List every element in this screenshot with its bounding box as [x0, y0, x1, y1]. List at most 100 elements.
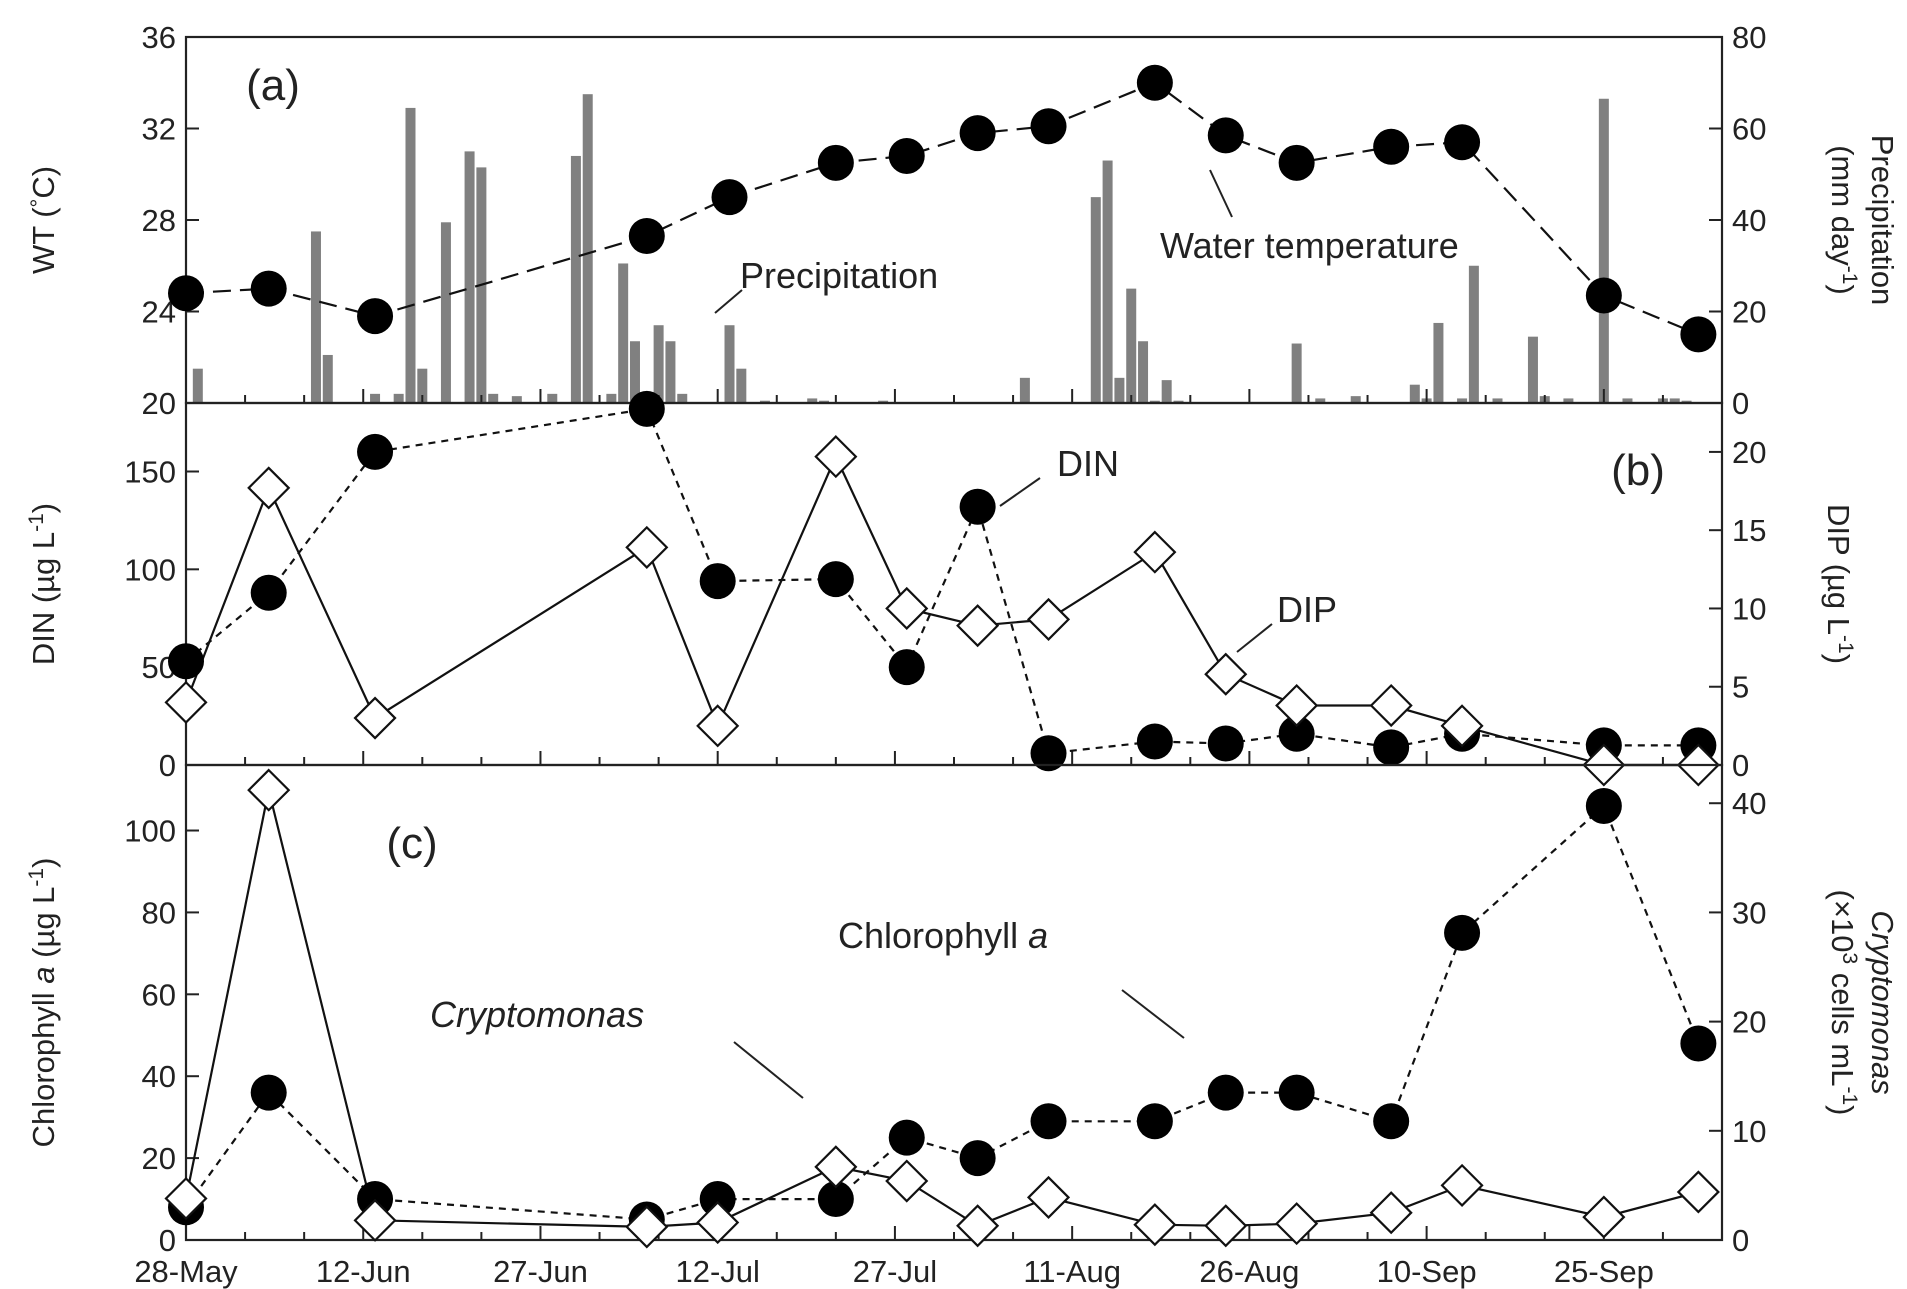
data-point	[353, 696, 397, 740]
annotation-label: DIP	[1277, 589, 1337, 630]
right-axis-label-unit-part: )	[1825, 1105, 1860, 1115]
precipitation-bar	[1350, 396, 1361, 403]
left-tick-label: 100	[124, 552, 176, 587]
right-axis-label-unit-part: (mm day	[1825, 145, 1860, 266]
x-tick-label: 10-Sep	[1377, 1254, 1477, 1289]
data-point	[956, 1204, 1000, 1248]
data-point	[1136, 1103, 1173, 1140]
precipitation-bar	[1161, 380, 1172, 403]
left-tick-label: 28	[142, 203, 176, 238]
data-point	[814, 1145, 858, 1189]
precipitation-bar	[1315, 398, 1326, 403]
data-point	[817, 144, 854, 181]
precipitation-bar	[1173, 400, 1184, 403]
left-axis-label-part: a	[26, 966, 61, 983]
data-point	[888, 137, 925, 174]
data-point	[357, 433, 394, 470]
precipitation-bar	[1138, 341, 1149, 403]
annotation-leader	[1209, 169, 1233, 218]
right-axis-label-unit: (×103 cells mL-1)	[1825, 890, 1862, 1116]
right-axis-label-part: Cryptomonas	[1865, 910, 1900, 1094]
x-tick-label: 12-Jul	[675, 1254, 759, 1289]
annotation-leader	[1236, 623, 1273, 653]
precipitation-bar	[1457, 398, 1468, 403]
data-point	[1136, 723, 1173, 760]
precipitation-bar	[1149, 400, 1160, 403]
data-point	[1369, 1191, 1413, 1235]
precipitation-bar	[1114, 377, 1125, 403]
right-tick-label: 10	[1732, 1114, 1766, 1149]
annotation-label: Chlorophyll a	[838, 915, 1048, 956]
left-tick-label: 80	[142, 895, 176, 930]
left-axis-label-part: °	[26, 199, 51, 208]
data-point	[625, 1205, 669, 1249]
precipitation-bar	[417, 368, 428, 403]
right-tick-label: 0	[1732, 1223, 1749, 1258]
precipitation-bar	[1433, 322, 1444, 403]
data-point	[1133, 1203, 1177, 1247]
data-point	[1278, 144, 1315, 181]
x-tick-label: 28-May	[134, 1254, 238, 1289]
annotation-label: Water temperature	[1160, 225, 1459, 266]
right-tick-label: 20	[1732, 1005, 1766, 1040]
precipitation-bar	[405, 107, 416, 403]
right-axis-label: DIP (µg L-1)	[1821, 504, 1858, 664]
right-tick-label: 0	[1732, 748, 1749, 783]
precipitation-bar	[547, 393, 558, 403]
data-point	[1030, 1103, 1067, 1140]
x-tick-label: 27-Jun	[493, 1254, 588, 1289]
precipitation-bar	[819, 400, 830, 403]
precipitation-bar	[618, 263, 629, 403]
precipitation-bar	[1409, 384, 1420, 403]
precipitation-bar	[582, 94, 593, 403]
panel-label: (c)	[386, 819, 437, 868]
left-tick-label: 36	[142, 20, 176, 55]
left-axis-label-part: WT (	[26, 207, 61, 274]
series-line	[185, 407, 1699, 755]
precipitation-bar	[310, 231, 321, 403]
right-tick-label: 5	[1732, 670, 1749, 705]
precipitation-bar	[488, 393, 499, 403]
right-axis-label: Precipitation	[1865, 135, 1900, 306]
data-point	[1278, 715, 1315, 752]
x-axis-labels: 28-May 12-Jun 27-Jun 12-Jul 27-Jul 11-Aug 26-A…	[134, 1254, 1654, 1289]
data-point	[1030, 108, 1067, 145]
data-point	[250, 270, 287, 307]
data-point	[699, 563, 736, 600]
left-tick-label: 0	[159, 1223, 176, 1258]
data-point	[696, 704, 740, 748]
left-axis-label: DIN (µg L-1)	[25, 503, 62, 665]
right-tick-label: 40	[1732, 203, 1766, 238]
data-point	[959, 488, 996, 525]
data-point	[1582, 1195, 1626, 1239]
right-tick-label: 80	[1732, 20, 1766, 55]
annotation-label-part: a	[1028, 915, 1048, 956]
left-axis-label-part: )	[26, 858, 61, 868]
precipitation-bar	[759, 400, 770, 403]
panel-label: (a)	[246, 61, 300, 110]
precipitation-bar	[1102, 160, 1113, 403]
data-point	[1585, 277, 1622, 314]
precipitation-bar	[1681, 400, 1692, 403]
data-point	[1278, 1074, 1315, 1111]
panel-c: 0 20 40 60 80 100 0 10 20 30 40 Chlorophyll a (µg L…	[25, 763, 1900, 1258]
precipitation-bar	[322, 354, 333, 403]
data-point	[1207, 725, 1244, 762]
annotation-leader	[999, 477, 1041, 507]
data-point	[1444, 914, 1481, 951]
data-point	[247, 466, 291, 510]
right-axis-label-unit-part: 3	[1839, 952, 1862, 964]
data-point	[814, 435, 858, 479]
data-point	[1275, 1202, 1319, 1246]
data-point	[1373, 1103, 1410, 1140]
data-point	[885, 1159, 929, 1203]
data-point	[353, 1198, 397, 1242]
precipitation-bar	[1598, 98, 1609, 403]
annotation-label: Cryptomonas	[430, 994, 644, 1035]
left-tick-label: 20	[142, 386, 176, 421]
annotation-label: DIN	[1057, 443, 1119, 484]
data-point	[1275, 683, 1319, 728]
left-tick-label: 32	[142, 112, 176, 147]
left-tick-label: 0	[159, 748, 176, 783]
right-tick-label: 15	[1732, 513, 1766, 548]
